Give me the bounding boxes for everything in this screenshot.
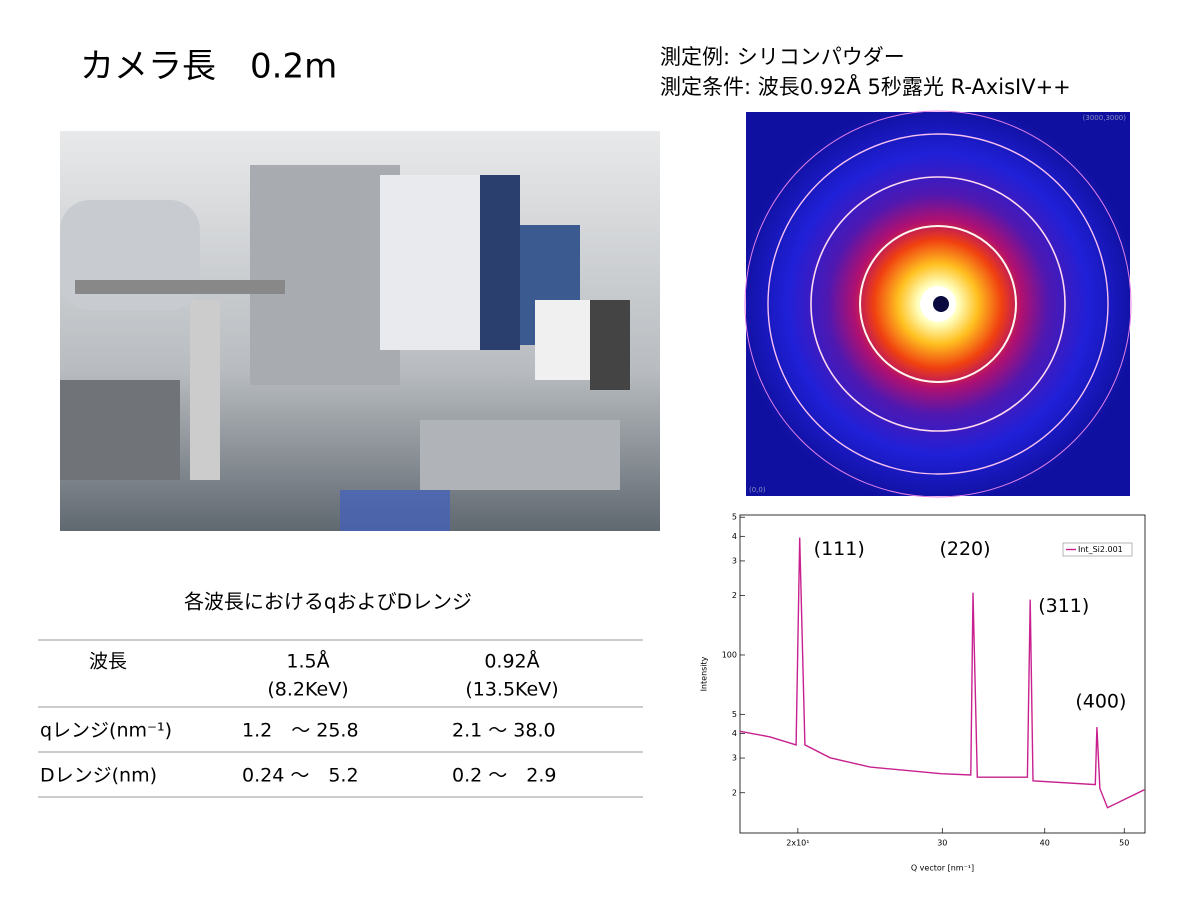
sample: 測定例: シリコンパウダー — [660, 45, 905, 69]
cell: 2.1 ～ 38.0 — [452, 720, 556, 742]
cell: 0.2 ～ 2.9 — [452, 765, 556, 787]
y-tick-label: 3 — [732, 556, 737, 565]
data-line — [739, 537, 1145, 809]
cell: 0.24 ～ 5.2 — [242, 765, 359, 787]
instrument-photo — [60, 131, 660, 531]
cell: Dレンジ(nm) — [40, 765, 157, 787]
xrd-chart: 5 4 3 2 100 5 4 3 2 2x10¹ 30 40 50 Q vector [nm⁻¹] Int… — [700, 513, 1146, 873]
conditions: 測定条件: 波長0.92Å 5秒露光 R-AxisIV++ — [660, 73, 1071, 99]
header-cell: 0.92Å — [484, 650, 539, 673]
peak-label: (311) — [1038, 595, 1089, 617]
header-cell: 波長 — [89, 651, 127, 673]
y-axis-label: Intensity — [700, 656, 709, 691]
title: カメラ長 0.2m — [80, 47, 337, 87]
legend-label: Int_Si2.001 — [1078, 545, 1123, 554]
x-tick-label: 40 — [1040, 839, 1050, 848]
peak-label: (111) — [814, 538, 865, 560]
table-caption: 各波長におけるqおよびDレンジ — [184, 590, 472, 614]
y-tick-label: 2 — [732, 788, 737, 797]
corner-label: (0,0) — [749, 486, 766, 494]
legend-box — [1062, 542, 1133, 557]
y-tick-label: 5 — [732, 710, 737, 719]
x-axis-label: Q vector [nm⁻¹] — [911, 864, 974, 873]
cell: qレンジ(nm⁻¹) — [40, 720, 172, 742]
detector-image: (3000,3000) (0,0) — [744, 110, 1132, 498]
x-tick-label: 50 — [1119, 839, 1129, 848]
header-cell: 1.5Å — [286, 650, 329, 673]
header-cell: (13.5KeV) — [465, 679, 558, 701]
y-tick-label: 100 — [722, 650, 737, 659]
peak-label: (220) — [939, 538, 990, 560]
x-tick-label: 2x10¹ — [786, 839, 809, 848]
y-tick-label: 3 — [732, 754, 737, 763]
y-tick-label: 4 — [732, 532, 737, 541]
header-cell: (8.2KeV) — [267, 679, 348, 701]
cell: 1.2 ～ 25.8 — [242, 720, 359, 742]
y-tick-label: 4 — [732, 729, 737, 738]
y-tick-label: 2 — [732, 591, 737, 600]
corner-label: (3000,3000) — [1083, 114, 1127, 122]
y-tick-label: 5 — [732, 513, 737, 522]
range-table: 各波長におけるqおよびDレンジ 波長 1.5Å (8.2KeV) 0.92Å (13.5… — [38, 590, 643, 798]
x-tick-label: 30 — [937, 839, 947, 848]
peak-label: (400) — [1075, 691, 1126, 713]
